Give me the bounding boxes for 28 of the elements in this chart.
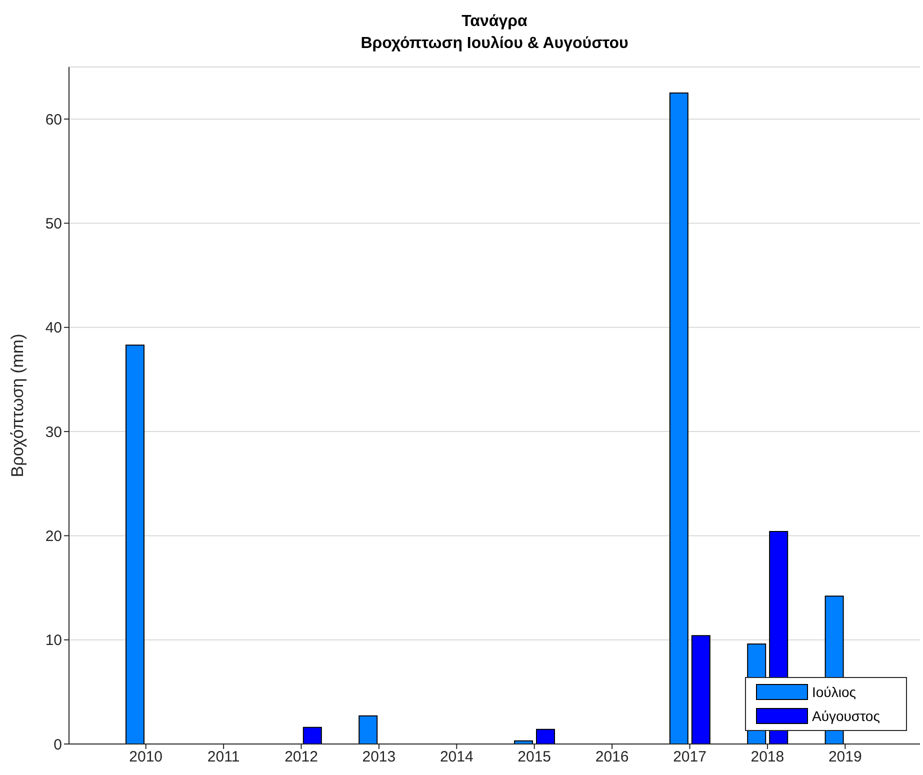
x-tick-label: 2016 [595, 748, 629, 766]
x-tick-label: 2019 [828, 748, 862, 766]
y-tick-label: 60 [45, 111, 62, 128]
bar [536, 728, 555, 744]
legend-label: Αύγουστος [812, 708, 880, 724]
x-tick-label: 2015 [518, 748, 552, 766]
bar [302, 726, 322, 744]
bar [691, 635, 710, 744]
y-tick-label: 20 [45, 528, 62, 546]
bar [669, 92, 688, 744]
y-tick-label: 50 [45, 216, 62, 233]
chart-title: Τανάγρα [460, 12, 528, 32]
x-tick-label: 2017 [673, 748, 706, 766]
bar [358, 715, 378, 744]
x-tick-label: 2014 [440, 748, 474, 766]
y-axis-title: Βροχόπτωση (mm) [8, 334, 28, 478]
x-tick-label: 2012 [284, 748, 318, 766]
x-tick-label: 2010 [129, 748, 163, 766]
legend-label: Ιούλιος [812, 684, 856, 700]
x-tick-label: 2013 [362, 748, 396, 766]
y-tick-label: 30 [45, 424, 62, 441]
bar [126, 344, 144, 744]
chart-subtitle: Βροχόπτωση Ιουλίου & Αυγούστου [360, 34, 630, 54]
x-tick-label: 2018 [750, 748, 784, 766]
x-tick-label: 2011 [207, 748, 240, 766]
y-tick-label: 0 [54, 736, 62, 754]
y-tick-label: 10 [45, 632, 62, 650]
y-tick-label: 40 [45, 320, 62, 337]
